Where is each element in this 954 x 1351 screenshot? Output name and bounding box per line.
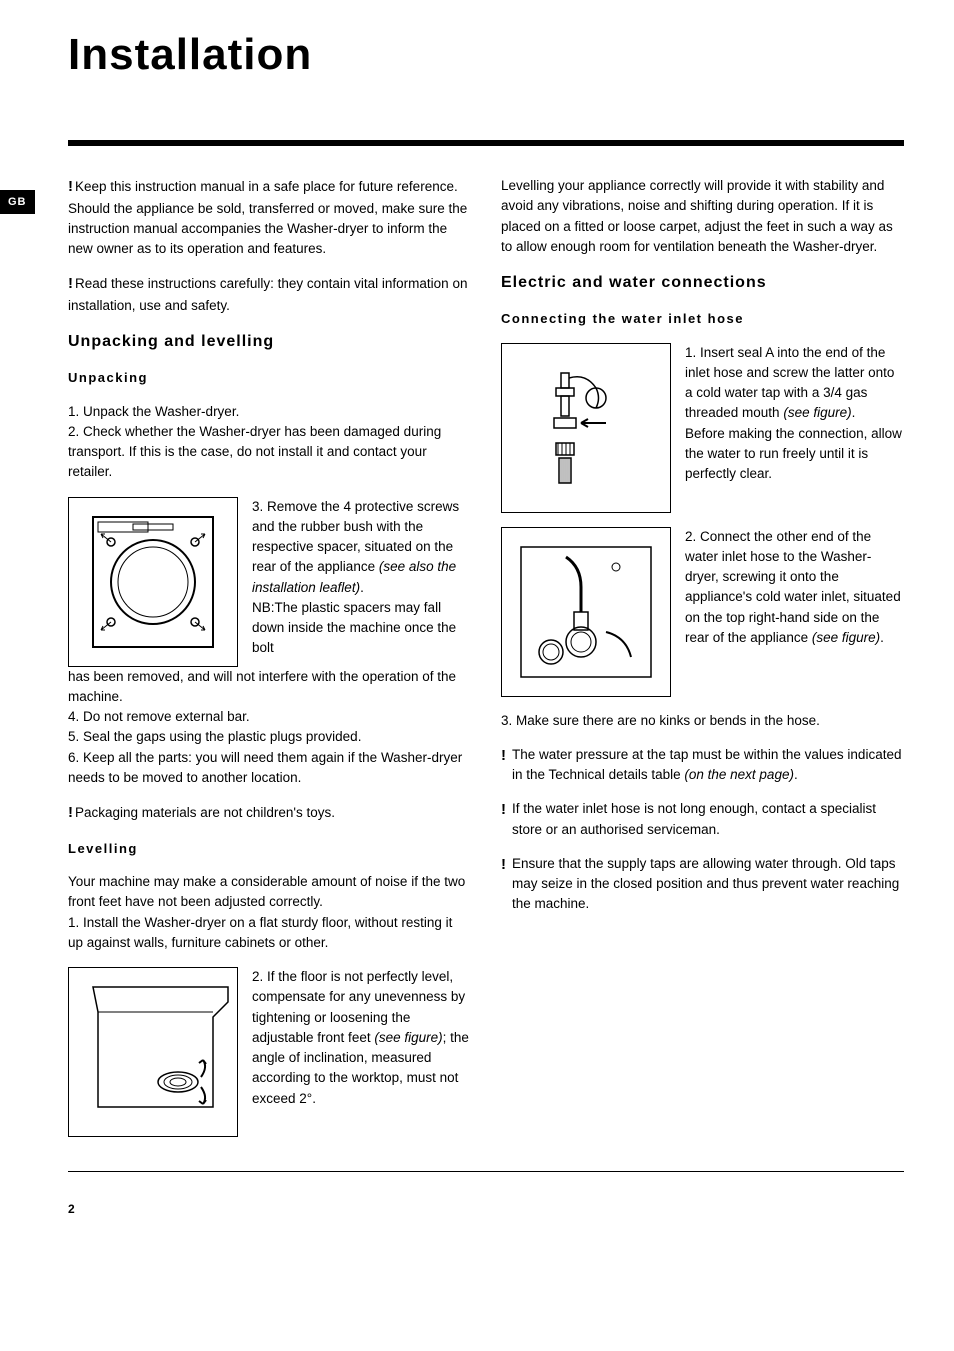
toys-text: Packaging materials are not children's t… — [75, 805, 335, 820]
intro-text-1: Keep this instruction manual in a safe p… — [68, 179, 467, 256]
warning-icon: ! — [68, 804, 73, 821]
level-step-2-text: 2. If the floor is not perfectly level, … — [252, 967, 471, 1137]
inlet-1a-suffix: . — [852, 405, 856, 420]
inlet-2a: 2. Connect the other end of the water in… — [685, 529, 901, 645]
inlet-1b: Before making the connection, allow the … — [685, 426, 902, 482]
levelling-note: Levelling your appliance correctly will … — [501, 176, 904, 257]
warning-icon: ! — [68, 275, 73, 292]
intro-paragraph-2: !Read these instructions carefully: they… — [68, 273, 471, 316]
washer-rear-diagram — [68, 497, 238, 667]
pressure-warning-text: The water pressure at the tap must be wi… — [512, 745, 904, 786]
w1a-suffix: . — [794, 767, 798, 782]
unpacking-subheading: Unpacking — [68, 368, 471, 388]
intro-text-2: Read these instructions carefully: they … — [68, 276, 467, 313]
inlet-hose-subheading: Connecting the water inlet hose — [501, 309, 904, 329]
page-number: 2 — [68, 1202, 904, 1216]
inlet-2a-suffix: . — [880, 630, 884, 645]
hose-length-text: If the water inlet hose is not long enou… — [512, 799, 904, 840]
two-column-layout: !Keep this instruction manual in a safe … — [68, 176, 904, 1151]
title-divider — [68, 140, 904, 146]
tap-diagram — [501, 343, 671, 513]
step-3a-suffix: . — [360, 580, 364, 595]
step-3-text: 3. Remove the 4 protective screws and th… — [252, 497, 471, 667]
level-noise: Your machine may make a considerable amo… — [68, 872, 471, 913]
supply-tap-text: Ensure that the supply taps are allowing… — [512, 854, 904, 915]
document-page: GB Installation !Keep this instruction m… — [0, 0, 954, 1246]
supply-tap-warning: ! Ensure that the supply taps are allowi… — [501, 854, 904, 915]
packaging-warning: !Packaging materials are not children's … — [68, 802, 471, 825]
inlet-step-1-text: 1. Insert seal A into the end of the inl… — [685, 343, 904, 513]
warning-icon: ! — [68, 178, 73, 195]
w1a-italic: (on the next page) — [684, 767, 794, 782]
bottom-rule — [68, 1171, 904, 1172]
right-column: Levelling your appliance correctly will … — [501, 176, 904, 1151]
figure-rear-appliance: 3. Remove the 4 protective screws and th… — [68, 497, 471, 667]
left-column: !Keep this instruction manual in a safe … — [68, 176, 471, 1151]
step-6: 6. Keep all the parts: you will need the… — [68, 748, 471, 789]
step-3b-cont: has been removed, and will not interfere… — [68, 667, 471, 708]
electric-water-heading: Electric and water connections — [501, 271, 904, 295]
hose-appliance-diagram — [501, 527, 671, 697]
figure-hose-appliance: 2. Connect the other end of the water in… — [501, 527, 904, 697]
figure-tap-connection: 1. Insert seal A into the end of the inl… — [501, 343, 904, 513]
hose-length-warning: ! If the water inlet hose is not long en… — [501, 799, 904, 840]
pressure-warning: ! The water pressure at the tap must be … — [501, 745, 904, 786]
step-1: 1. Unpack the Washer-dryer. — [68, 402, 471, 422]
levelling-subheading: Levelling — [68, 839, 471, 859]
inlet-1a-italic: (see figure) — [783, 405, 851, 420]
warning-icon: ! — [501, 854, 506, 915]
unpacking-levelling-heading: Unpacking and levelling — [68, 330, 471, 354]
level-step-1: 1. Install the Washer-dryer on a flat st… — [68, 913, 471, 954]
step-2: 2. Check whether the Washer-dryer has be… — [68, 422, 471, 483]
step-5: 5. Seal the gaps using the plastic plugs… — [68, 727, 471, 747]
warning-icon: ! — [501, 799, 506, 840]
feet-diagram — [68, 967, 238, 1137]
figure-adjustable-feet: 2. If the floor is not perfectly level, … — [68, 967, 471, 1137]
content-area: Installation !Keep this instruction manu… — [68, 30, 904, 1151]
inlet-step-2-text: 2. Connect the other end of the water in… — [685, 527, 904, 697]
page-title: Installation — [68, 30, 904, 80]
warning-icon: ! — [501, 745, 506, 786]
step-4: 4. Do not remove external bar. — [68, 707, 471, 727]
intro-paragraph-1: !Keep this instruction manual in a safe … — [68, 176, 471, 259]
inlet-2a-italic: (see figure) — [812, 630, 880, 645]
locale-tab: GB — [0, 190, 35, 214]
level-3a-italic: (see figure) — [374, 1030, 442, 1045]
inlet-step-3: 3. Make sure there are no kinks or bends… — [501, 711, 904, 731]
